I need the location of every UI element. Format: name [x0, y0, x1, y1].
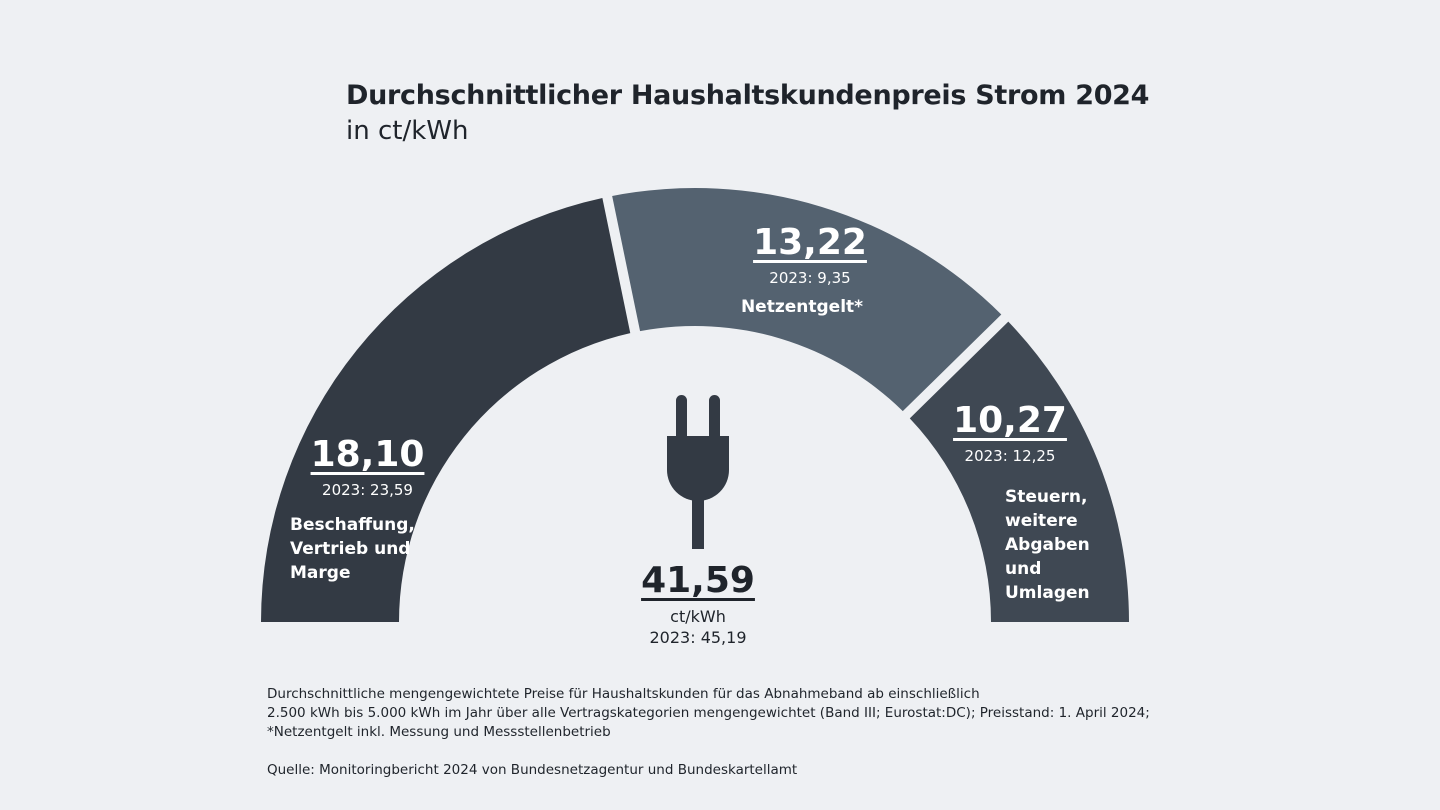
category-label-line: Vertrieb und — [290, 539, 411, 559]
segment-label-procurement: 18,10 2023: 23,59 Beschaffung, Vertrieb … — [290, 434, 445, 585]
previous-year-label: 2023: 12,25 — [964, 447, 1056, 465]
value-label: 13,22 — [753, 222, 867, 263]
value-label: 18,10 — [310, 434, 425, 475]
total-value: 41,59 — [641, 560, 755, 601]
segment-2 — [909, 321, 1129, 622]
category-label-line: weitere — [1005, 511, 1078, 531]
category-label-line: Abgaben — [1005, 535, 1090, 555]
value-label: 10,27 — [953, 400, 1067, 441]
previous-year-label: 2023: 9,35 — [769, 269, 851, 287]
footnote-line: *Netzentgelt inkl. Messung und Messstell… — [267, 724, 611, 740]
total-unit: ct/kWh — [670, 607, 726, 626]
category-label-line: und Umlagen — [1005, 559, 1090, 603]
source-note: Quelle: Monitoringbericht 2024 von Bunde… — [267, 762, 798, 778]
footnote-line: 2.500 kWh bis 5.000 kWh im Jahr über all… — [267, 705, 1150, 721]
footnotes: Durchschnittliche mengengewichtete Preis… — [267, 685, 1150, 742]
segment-label-taxes: 10,27 2023: 12,25 Steuern, weitere Abgab… — [940, 400, 1090, 605]
category-label-line: Steuern, — [1005, 487, 1088, 507]
category-label-line: Marge — [290, 563, 351, 583]
chart-title: Durchschnittlicher Haushaltskundenpreis … — [346, 80, 1150, 111]
total-price: 41,59 ct/kWh 2023: 45,19 — [598, 560, 798, 647]
total-previous-year: 2023: 45,19 — [649, 628, 747, 647]
plug-icon — [667, 395, 729, 549]
previous-year-label: 2023: 23,59 — [322, 481, 413, 499]
segment-label-grid-fee: 13,22 2023: 9,35 Netzentgelt* — [740, 222, 880, 319]
segment-1 — [612, 187, 1002, 412]
category-label-line: Netzentgelt* — [740, 297, 864, 317]
segment-0 — [261, 198, 631, 622]
chart-subtitle: in ct/kWh — [346, 116, 469, 146]
footnote-line: Durchschnittliche mengengewichtete Preis… — [267, 686, 980, 702]
category-label-line: Beschaffung, — [290, 515, 415, 535]
